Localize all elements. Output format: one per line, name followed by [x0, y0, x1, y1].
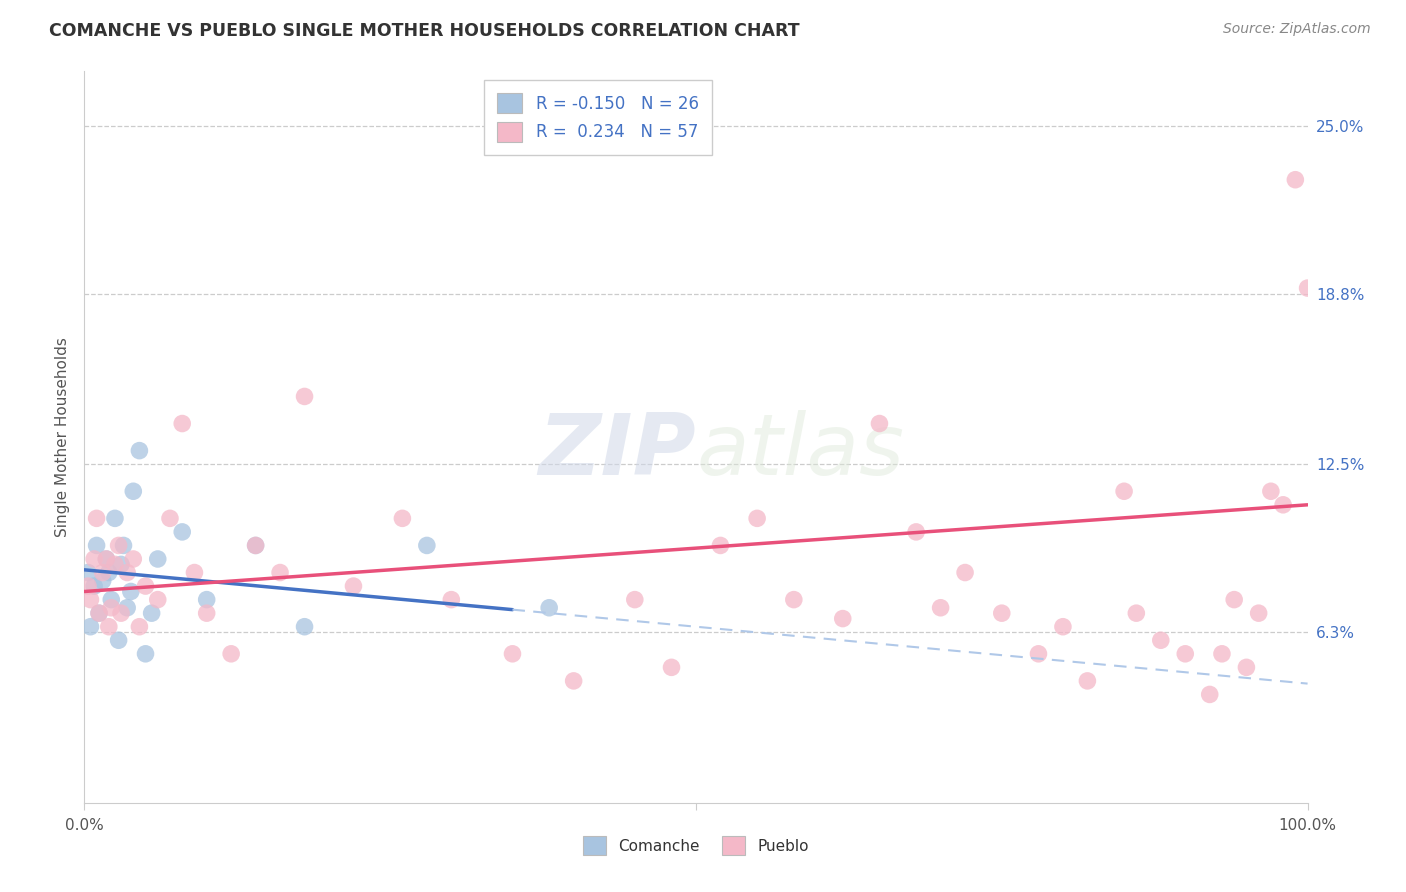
Point	[1076, 673, 1098, 688]
Point	[783, 592, 806, 607]
Point	[869, 417, 891, 431]
Point	[183, 566, 205, 580]
Text: atlas: atlas	[696, 410, 904, 493]
Point	[79, 592, 101, 607]
Point	[86, 511, 108, 525]
Point	[953, 566, 976, 580]
Point	[110, 558, 132, 572]
Point	[1125, 606, 1147, 620]
Point	[83, 552, 105, 566]
Point	[79, 620, 101, 634]
Point	[91, 574, 114, 588]
Point	[562, 673, 585, 688]
Point	[112, 538, 135, 552]
Point	[120, 584, 142, 599]
Point	[624, 592, 647, 607]
Point	[502, 647, 524, 661]
Point	[91, 566, 114, 580]
Point	[104, 558, 127, 572]
Point	[1052, 620, 1074, 634]
Point	[122, 552, 145, 566]
Point	[87, 606, 110, 620]
Point	[991, 606, 1014, 620]
Point	[1174, 647, 1197, 661]
Point	[146, 592, 169, 607]
Text: Source: ZipAtlas.com: Source: ZipAtlas.com	[1223, 22, 1371, 37]
Point	[122, 484, 145, 499]
Point	[929, 600, 952, 615]
Point	[440, 592, 463, 607]
Point	[77, 579, 100, 593]
Point	[294, 389, 316, 403]
Point	[416, 538, 439, 552]
Point	[1223, 592, 1246, 607]
Point	[135, 579, 157, 593]
Point	[107, 538, 129, 552]
Point	[141, 606, 163, 620]
Point	[661, 660, 683, 674]
Point	[86, 538, 108, 552]
Point	[96, 552, 118, 566]
Point	[115, 600, 138, 615]
Point	[294, 620, 316, 634]
Point	[342, 579, 364, 593]
Point	[115, 566, 138, 580]
Point	[172, 417, 194, 431]
Point	[747, 511, 769, 525]
Point	[107, 633, 129, 648]
Point	[219, 647, 242, 661]
Point	[831, 611, 853, 625]
Point	[104, 511, 127, 525]
Point	[1114, 484, 1136, 499]
Point	[172, 524, 194, 539]
Point	[1247, 606, 1270, 620]
Point	[135, 647, 157, 661]
Point	[538, 600, 561, 615]
Point	[391, 511, 413, 525]
Point	[245, 538, 267, 552]
Point	[97, 620, 120, 634]
Point	[87, 606, 110, 620]
Point	[1284, 172, 1306, 186]
Point	[128, 443, 150, 458]
Text: ZIP: ZIP	[538, 410, 696, 493]
Point	[1150, 633, 1173, 648]
Point	[245, 538, 267, 552]
Point	[905, 524, 928, 539]
Point	[96, 552, 118, 566]
Legend: Comanche, Pueblo: Comanche, Pueblo	[576, 830, 815, 861]
Point	[195, 592, 218, 607]
Point	[1296, 281, 1319, 295]
Point	[159, 511, 181, 525]
Point	[97, 566, 120, 580]
Y-axis label: Single Mother Households: Single Mother Households	[55, 337, 70, 537]
Point	[77, 566, 100, 580]
Point	[146, 552, 169, 566]
Text: COMANCHE VS PUEBLO SINGLE MOTHER HOUSEHOLDS CORRELATION CHART: COMANCHE VS PUEBLO SINGLE MOTHER HOUSEHO…	[49, 22, 800, 40]
Point	[110, 606, 132, 620]
Point	[128, 620, 150, 634]
Point	[1236, 660, 1258, 674]
Point	[100, 600, 122, 615]
Point	[1260, 484, 1282, 499]
Point	[1211, 647, 1233, 661]
Point	[1272, 498, 1295, 512]
Point	[269, 566, 291, 580]
Point	[1198, 688, 1220, 702]
Point	[100, 592, 122, 607]
Point	[709, 538, 731, 552]
Point	[83, 579, 105, 593]
Point	[195, 606, 218, 620]
Point	[1028, 647, 1050, 661]
